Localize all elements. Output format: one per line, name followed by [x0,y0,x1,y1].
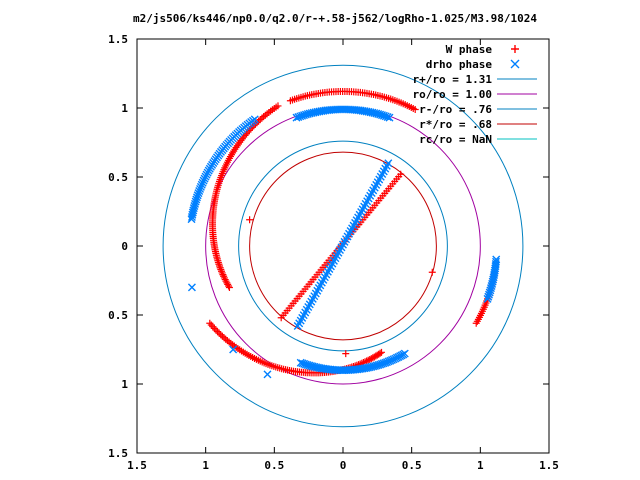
data-point [187,283,196,292]
data-point [258,114,266,122]
data-point [195,187,204,196]
data-point [223,279,231,287]
legend-label: W phase [446,43,493,56]
data-point [286,97,294,105]
data-point [193,191,202,200]
y-tick-label: 0 [121,240,128,253]
data-point [397,170,405,178]
data-point [342,350,350,358]
data-point [197,180,206,189]
x-tick-label: 0.5 [264,459,284,472]
data-point [218,332,226,340]
data-point [209,323,217,331]
y-tick-label: 0.5 [108,309,128,322]
data-point [225,284,233,292]
legend-label: r+/ro = 1.31 [413,73,493,86]
data-point [400,349,409,358]
data-point [194,189,203,198]
legend: W phase drho phase r+/ro = 1.31 ro/ro = 1.0… [413,43,537,146]
data-point [483,294,492,303]
data-point [484,292,493,301]
legend-label: ro/ro = 1.00 [413,88,492,101]
data-point [217,331,225,339]
data-point [207,321,215,329]
x-tick-label: 0.5 [402,459,422,472]
data-point [263,370,272,379]
data-point [294,112,303,121]
data-point [218,269,226,277]
data-point [492,255,501,264]
data-point [292,113,301,122]
y-tick-label: 1.5 [108,447,128,460]
y-tick-label: 1 [121,102,128,115]
data-point [210,324,218,332]
data-point [378,348,386,356]
data-point [367,355,375,363]
data-point [196,184,205,193]
data-point [376,349,384,357]
reference-circle [249,151,437,341]
data-point [200,174,209,183]
data-point [256,116,264,124]
x-tick-label: 0 [340,459,347,472]
data-point [199,176,208,185]
data-point [221,276,229,284]
data-point [225,282,233,290]
y-tick-label: 1 [121,378,128,391]
data-point [364,356,372,364]
data-point [215,329,223,337]
legend-label: r-/ro = .76 [419,103,492,116]
data-point [198,178,207,187]
legend-key [510,59,520,69]
data-point [428,268,436,276]
data-point [220,272,228,280]
data-point [384,159,393,168]
legend-key [511,45,519,53]
x-tick-label: 1 [477,459,484,472]
data-point [246,216,254,224]
data-point [214,328,222,336]
data-point [212,326,220,334]
legend-label: rc/ro = NaN [419,133,492,146]
data-point [492,257,501,266]
data-point [217,265,225,273]
chart-title: m2/js506/ks446/np0.0/q2.0/r-+.58-j562/lo… [133,12,537,25]
data-point [229,345,238,354]
data-point [366,355,374,363]
data-point [201,172,210,181]
x-tick-label: 1.5 [539,459,559,472]
x-tick-label: 1.5 [127,459,147,472]
reference-circle [162,64,524,428]
legend-label: r*/ro = .68 [419,118,492,131]
data-point [187,215,196,224]
data-point [222,277,230,285]
data-point [219,271,227,279]
data-point [217,267,225,275]
x-tick-label: 1 [202,459,209,472]
data-point [220,274,228,282]
y-tick-label: 0.5 [108,171,128,184]
reference-circle [238,140,448,352]
axis-ticks: 1.5 1 0.5 0 0.5 1 1.51.510.500.511.5 [108,33,559,472]
data-point [187,212,196,221]
data-point [206,319,214,327]
legend-label: drho phase [426,58,493,71]
data-point [196,182,205,191]
y-tick-label: 1.5 [108,33,128,46]
data-point [216,264,224,272]
data-markers [187,87,501,379]
